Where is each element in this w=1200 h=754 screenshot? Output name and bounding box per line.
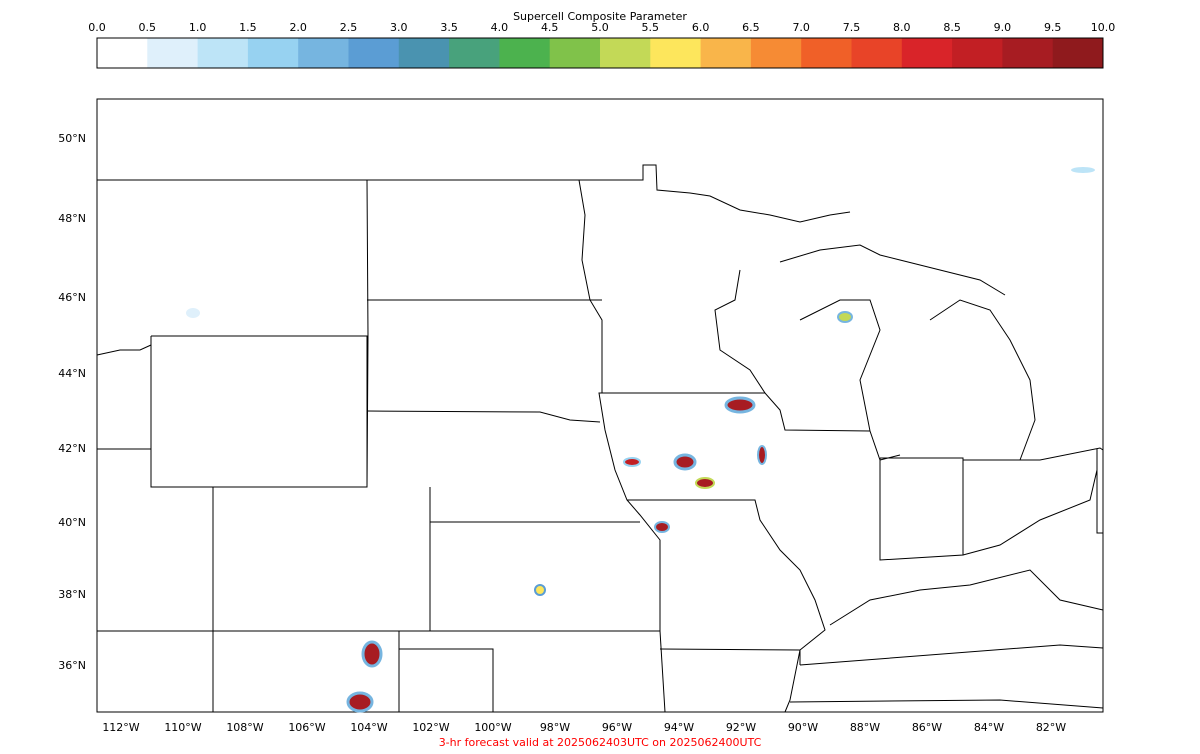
colorbar-tick-label: 3.5: [440, 21, 458, 34]
lon-label: 102°W: [412, 721, 449, 734]
colorbar-swatch: [901, 38, 953, 68]
colorbar-swatch: [97, 38, 148, 68]
colorbar-tick-label: 9.0: [994, 21, 1012, 34]
lat-label: 44°N: [58, 367, 86, 380]
map: [96, 98, 1104, 713]
colorbar-swatch: [147, 38, 199, 68]
scp-contours: [186, 167, 1095, 713]
lon-label: 88°W: [850, 721, 880, 734]
colorbar-tick-label: 2.5: [340, 21, 358, 34]
colorbar-swatch: [1052, 38, 1104, 68]
lat-label: 42°N: [58, 442, 86, 455]
colorbar-swatch: [600, 38, 651, 68]
colorbar-tick-label: 10.0: [1091, 21, 1116, 34]
colorbar-tick-label: 1.0: [189, 21, 207, 34]
lat-labels: 50°N 48°N 46°N 44°N 42°N 40°N 38°N 36°N: [58, 132, 86, 672]
colorbar-swatch: [449, 38, 500, 68]
colorbar-tick-label: 8.5: [943, 21, 961, 34]
colorbar-title: Supercell Composite Parameter: [513, 10, 687, 23]
lon-label: 92°W: [726, 721, 756, 734]
lon-label: 90°W: [788, 721, 818, 734]
lon-label: 86°W: [912, 721, 942, 734]
colorbar-swatch: [750, 38, 802, 68]
lon-label: 96°W: [602, 721, 632, 734]
colorbar-swatch: [700, 38, 752, 68]
colorbar-tick-label: 6.0: [692, 21, 710, 34]
lon-labels: 112°W 110°W 108°W 106°W 104°W 102°W 100°W 98°W 9…: [102, 721, 1066, 734]
lat-label: 48°N: [58, 212, 86, 225]
lon-label: 98°W: [540, 721, 570, 734]
colorbar-swatch: [1002, 38, 1054, 68]
lat-label: 36°N: [58, 659, 86, 672]
colorbar-tick-label: 7.0: [792, 21, 810, 34]
colorbar-tick-label: 4.0: [491, 21, 509, 34]
colorbar-swatch: [952, 38, 1003, 68]
colorbar-swatch: [801, 38, 852, 68]
footer: 3-hr forecast valid at 2025062403UTC on …: [439, 736, 762, 749]
colorbar-tick-label: 0.5: [139, 21, 157, 34]
lon-label: 106°W: [288, 721, 325, 734]
lat-label: 40°N: [58, 516, 86, 529]
colorbar-tick-label: 0.0: [88, 21, 106, 34]
colorbar-swatch: [348, 38, 400, 68]
lon-label: 94°W: [664, 721, 694, 734]
map-frame: [96, 98, 1104, 713]
lon-label: 108°W: [226, 721, 263, 734]
colorbar-swatch: [197, 38, 249, 68]
colorbar-tick-label: 1.5: [239, 21, 257, 34]
colorbar-tick-label: 7.5: [843, 21, 861, 34]
colorbar-swatch: [247, 38, 299, 68]
colorbar-tick-label: 3.0: [390, 21, 408, 34]
colorbar-tick-label: 2.0: [289, 21, 307, 34]
lat-label: 38°N: [58, 588, 86, 601]
colorbar-tick-label: 6.5: [742, 21, 760, 34]
lon-label: 112°W: [102, 721, 139, 734]
lon-label: 82°W: [1036, 721, 1066, 734]
colorbar-swatch: [499, 38, 551, 68]
lat-label: 46°N: [58, 291, 86, 304]
lon-label: 100°W: [474, 721, 511, 734]
colorbar-swatch: [298, 38, 349, 68]
colorbar-swatch: [549, 38, 601, 68]
colorbar-tick-label: 5.0: [591, 21, 609, 34]
colorbar-swatch: [398, 38, 450, 68]
lon-label: 104°W: [350, 721, 387, 734]
boundaries: [96, 164, 1104, 713]
lat-label: 50°N: [58, 132, 86, 145]
colorbar-tick-label: 5.5: [642, 21, 660, 34]
colorbar-tick-label: 9.5: [1044, 21, 1062, 34]
colorbar-frame: [96, 37, 1104, 69]
colorbar: 0.0 0.5 1.0 1.5 2.0 2.5 3.0 3.5 4.0 4.5 5.0 5.5 6.0 6…: [88, 21, 1115, 68]
colorbar-tick-label: 4.5: [541, 21, 559, 34]
colorbar-swatch: [650, 38, 702, 68]
colorbar-swatch: [851, 38, 903, 68]
lon-label: 84°W: [974, 721, 1004, 734]
colorbar-tick-label: 8.0: [893, 21, 911, 34]
lon-label: 110°W: [164, 721, 201, 734]
